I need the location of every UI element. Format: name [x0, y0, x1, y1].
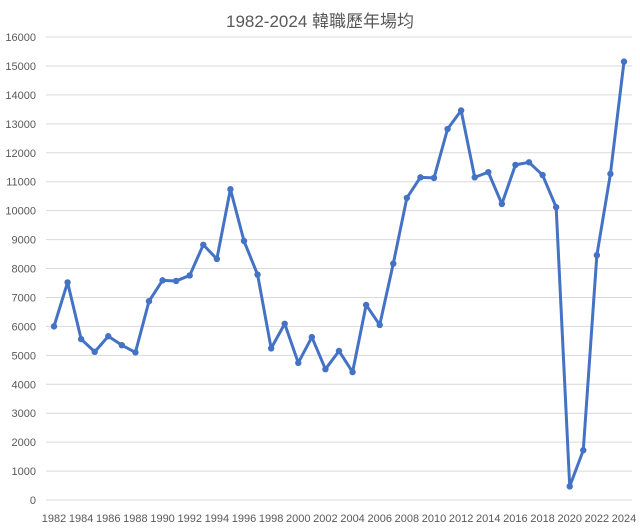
- x-tick-label: 1992: [177, 513, 201, 525]
- y-tick-label: 8000: [12, 264, 36, 276]
- x-tick-label: 2008: [395, 513, 419, 525]
- y-tick-label: 10000: [5, 206, 36, 218]
- x-tick-label: 2006: [367, 513, 391, 525]
- data-point: [118, 341, 126, 349]
- data-point: [362, 301, 370, 309]
- data-point: [295, 359, 302, 367]
- x-tick-label: 2024: [612, 513, 636, 525]
- y-tick-label: 4000: [12, 379, 36, 391]
- y-tick-label: 6000: [12, 321, 36, 333]
- data-point: [335, 347, 343, 355]
- y-tick-label: 15000: [5, 61, 36, 73]
- data-point: [172, 277, 180, 285]
- data-point: [213, 255, 221, 263]
- data-point: [240, 237, 248, 245]
- data-point: [498, 200, 506, 208]
- x-tick-label: 2016: [503, 513, 527, 525]
- chart-title: 1982-2024 韓職歷年場均: [226, 12, 414, 31]
- x-tick-label: 1984: [69, 513, 93, 525]
- x-tick-label: 1982: [42, 513, 66, 525]
- data-point: [267, 345, 275, 352]
- y-tick-label: 12000: [5, 148, 36, 160]
- data-point: [105, 333, 112, 340]
- x-tick-label: 2004: [340, 513, 364, 525]
- x-tick-label: 2002: [313, 513, 337, 525]
- x-tick-label: 1990: [150, 513, 174, 525]
- data-point: [566, 483, 573, 490]
- data-point: [417, 174, 424, 181]
- data-point: [145, 297, 153, 305]
- x-tick-label: 2022: [585, 513, 609, 525]
- data-point: [376, 321, 383, 329]
- data-point: [620, 58, 628, 65]
- data-point: [322, 366, 329, 373]
- x-tick-label: 1998: [259, 513, 283, 525]
- data-point: [430, 174, 438, 182]
- data-point: [77, 335, 85, 343]
- data-point: [281, 320, 288, 327]
- data-point: [457, 107, 465, 114]
- data-point: [403, 194, 411, 202]
- x-tick-label: 2014: [476, 513, 500, 525]
- data-point: [254, 271, 261, 278]
- y-tick-label: 13000: [5, 119, 36, 131]
- y-tick-label: 14000: [5, 90, 36, 102]
- data-point: [512, 161, 519, 169]
- data-point: [64, 279, 71, 286]
- data-point: [471, 174, 478, 181]
- data-point: [159, 277, 166, 284]
- data-point: [186, 272, 193, 279]
- data-point: [539, 171, 546, 179]
- data-point: [444, 125, 451, 133]
- x-tick-label: 2010: [422, 513, 446, 525]
- x-tick-label: 1986: [96, 513, 120, 525]
- x-tick-label: 2018: [530, 513, 554, 525]
- x-tick-label: 2020: [557, 513, 581, 525]
- x-tick-label: 1988: [123, 513, 147, 525]
- x-tick-label: 2000: [286, 513, 310, 525]
- x-tick-label: 2012: [449, 513, 473, 525]
- data-point: [607, 170, 614, 178]
- data-point: [525, 159, 533, 166]
- y-tick-label: 7000: [12, 292, 36, 304]
- data-point: [200, 241, 207, 248]
- y-tick-label: 16000: [5, 32, 36, 44]
- data-point: [227, 186, 234, 193]
- data-point: [91, 348, 98, 356]
- x-tick-label: 1996: [232, 513, 256, 525]
- y-tick-label: 2000: [12, 437, 36, 449]
- data-point: [50, 323, 58, 330]
- y-tick-label: 9000: [12, 235, 36, 247]
- y-tick-label: 1000: [12, 466, 36, 478]
- y-tick-label: 11000: [6, 177, 36, 189]
- data-point: [485, 168, 492, 176]
- data-point: [580, 447, 587, 454]
- data-point: [349, 368, 356, 376]
- y-tick-label: 0: [30, 495, 36, 507]
- data-point: [132, 349, 139, 356]
- data-point: [308, 333, 316, 341]
- series-line: [52, 61, 626, 488]
- data-point: [593, 251, 601, 259]
- y-tick-label: 5000: [12, 350, 36, 362]
- data-point: [390, 260, 397, 267]
- x-tick-label: 1994: [205, 513, 229, 525]
- data-point: [552, 203, 560, 211]
- y-tick-label: 3000: [12, 408, 36, 420]
